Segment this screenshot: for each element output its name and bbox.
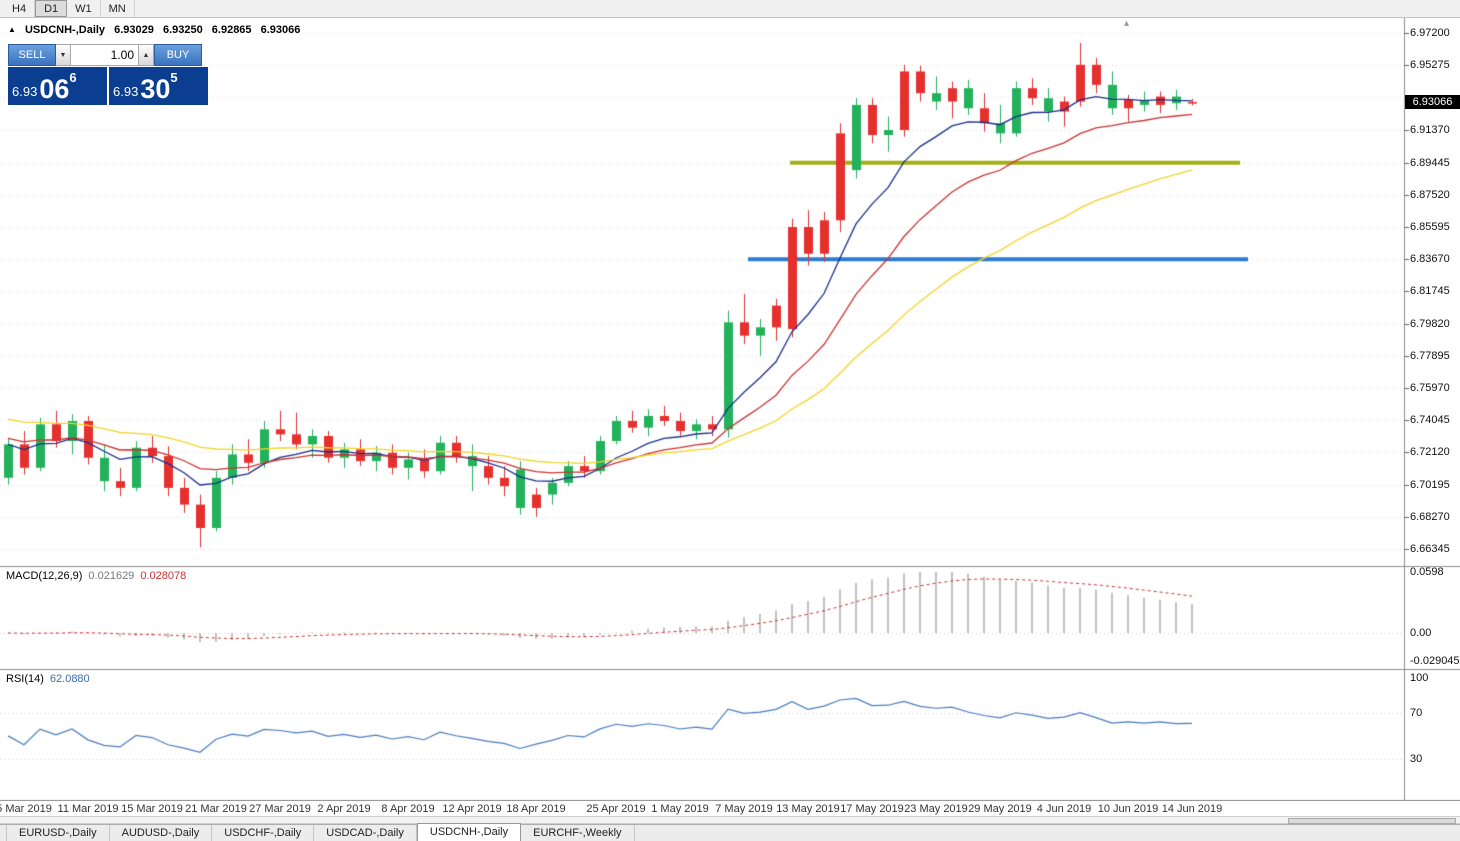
ohlc-open: 6.93029 [114,24,154,36]
price-tick-label: 6.74045 [1410,414,1450,426]
date-label: 18 Apr 2019 [506,803,566,815]
date-label: 8 Apr 2019 [381,803,435,815]
rsi-value: 62.0880 [49,673,90,685]
price-chart-canvas[interactable] [0,18,1460,801]
price-tick-label: 6.77895 [1410,350,1450,362]
price-tick-label: 6.66345 [1410,543,1450,555]
rsi-axis-30: 30 [1410,753,1423,765]
period-button-d1[interactable]: D1 [35,0,68,17]
price-tick-label: 6.72120 [1410,446,1450,458]
date-label: 7 May 2019 [715,803,773,815]
date-label: 4 Jun 2019 [1036,803,1092,815]
scrollbar-thumb[interactable] [1288,818,1456,824]
ohlc-low: 6.92865 [211,24,252,36]
current-price-badge: 6.93066 [1405,95,1460,109]
date-label: 1 May 2019 [651,803,709,815]
date-label: 11 Mar 2019 [57,803,119,815]
chart-tab-eurusddaily[interactable]: EURUSD-,Daily [6,825,110,841]
sell-price-small: 6.93 [12,84,38,99]
macd-value-signal: 0.028078 [140,570,187,582]
collapse-arrow-icon[interactable]: ▲ [8,25,16,34]
horizontal-scrollbar[interactable] [0,816,1460,824]
price-tick-label: 6.87520 [1410,189,1450,201]
price-tick-label: 6.85595 [1410,221,1450,233]
date-axis: 5 Mar 2019 11 Mar 2019 15 Mar 2019 21 Mar 2… [0,802,1460,816]
macd-axis-min: -0.029045 [1410,655,1460,667]
chart-title: ▲ USDCNH-,Daily 6.93029 6.93250 6.92865 … [8,24,300,36]
chart-shift-marker-icon[interactable]: ▴ [1124,18,1130,29]
price-tick-label: 6.68270 [1410,511,1450,523]
volume-increase-button[interactable]: ▲ [139,44,154,66]
date-label: 12 Apr 2019 [442,803,502,815]
chart-tab-usdcaddaily[interactable]: USDCAD-,Daily [314,825,417,841]
date-label: 15 Mar 2019 [121,803,183,815]
date-label: 27 Mar 2019 [249,803,311,815]
down-arrow-icon: ▼ [59,51,67,59]
rsi-indicator-label: RSI(14) 62.0880 [6,673,90,685]
buy-price-small: 6.93 [113,84,139,99]
ohlc-close: 6.93066 [260,24,301,36]
price-tick-label: 6.97200 [1410,27,1450,39]
macd-value-main: 0.021629 [88,570,135,582]
macd-axis-zero: 0.00 [1410,627,1432,639]
price-tick-label: 6.91370 [1410,124,1450,136]
period-button-w1[interactable]: W1 [67,0,101,17]
symbol-timeframe-label: USDCNH-,Daily [24,24,106,36]
date-label: 25 Apr 2019 [586,803,646,815]
buy-price-big: 30 [140,74,171,105]
period-button-h4[interactable]: H4 [4,0,36,17]
buy-price-sup: 5 [170,70,178,85]
date-label: 13 May 2019 [776,803,840,815]
sell-price-display[interactable]: 6.93 06 6 [8,67,107,105]
buy-button[interactable]: BUY [154,44,202,66]
period-button-mn[interactable]: MN [101,0,135,17]
date-label: 2 Apr 2019 [317,803,371,815]
price-tick-label: 6.81745 [1410,285,1450,297]
macd-name: MACD(12,26,9) [6,570,83,582]
chart-tab-usdcnhdaily[interactable]: USDCNH-,Daily [416,823,522,841]
price-tick-label: 6.83670 [1410,253,1450,265]
date-label: 17 May 2019 [840,803,904,815]
date-label: 29 May 2019 [968,803,1032,815]
sell-price-big: 06 [39,74,70,105]
price-tick-label: 6.89445 [1410,157,1450,169]
rsi-name: RSI(14) [6,673,44,685]
chart-tab-bar: EURUSD-,Daily AUDUSD-,Daily USDCHF-,Daily U… [0,823,1460,841]
date-label: 14 Jun 2019 [1161,803,1223,815]
volume-decrease-button[interactable]: ▼ [56,44,71,66]
price-tick-label: 6.70195 [1410,479,1450,491]
rsi-axis-70: 70 [1410,707,1423,719]
sell-price-sup: 6 [69,70,77,85]
price-tick-label: 6.75970 [1410,382,1450,394]
rsi-axis-100: 100 [1410,672,1429,684]
date-label: 21 Mar 2019 [185,803,247,815]
macd-axis-max: 0.0598 [1410,566,1444,578]
price-tick-label: 6.95275 [1410,59,1450,71]
macd-indicator-label: MACD(12,26,9) 0.021629 0.028078 [6,570,186,582]
date-label: 10 Jun 2019 [1097,803,1159,815]
up-arrow-icon: ▲ [142,51,150,59]
volume-input[interactable] [71,44,139,66]
ohlc-high: 6.93250 [162,24,203,36]
date-label: 5 Mar 2019 [0,803,52,815]
chart-tab-usdchfdaily[interactable]: USDCHF-,Daily [212,825,315,841]
one-click-trading-panel: SELL ▼ ▲ BUY 6.93 06 6 6.93 30 5 [8,44,208,105]
date-label: 23 May 2019 [904,803,968,815]
price-tick-label: 6.79820 [1410,318,1450,330]
sell-button[interactable]: SELL [8,44,56,66]
chart-tab-audusddaily[interactable]: AUDUSD-,Daily [110,825,213,841]
period-toolbar: H4 D1 W1 MN [0,0,1460,18]
chart-tab-eurchfweekly[interactable]: EURCHF-,Weekly [521,825,635,841]
buy-price-display[interactable]: 6.93 30 5 [109,67,208,105]
chart-window: ▲ USDCNH-,Daily 6.93029 6.93250 6.92865 … [0,18,1460,801]
